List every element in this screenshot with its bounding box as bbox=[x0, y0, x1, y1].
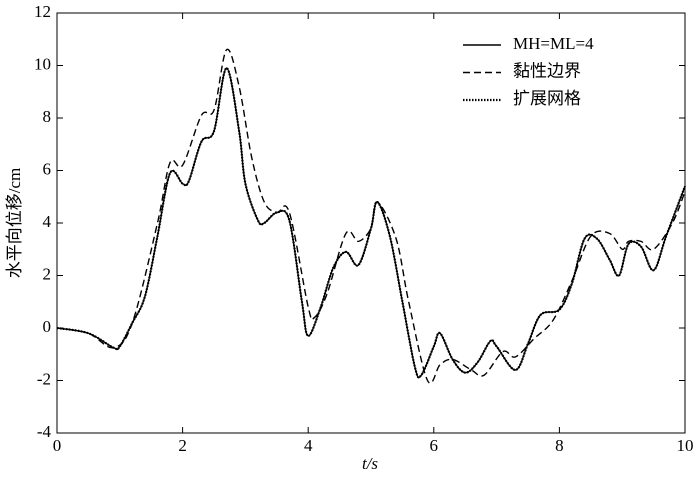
legend-label: 黏性边界 bbox=[513, 61, 581, 80]
x-tick-label: 8 bbox=[555, 436, 564, 455]
x-tick-label: 2 bbox=[178, 436, 187, 455]
y-axis-label: 水平向位移/cm bbox=[5, 168, 24, 279]
x-tick-label: 4 bbox=[304, 436, 313, 455]
y-tick-label: -2 bbox=[37, 369, 51, 388]
series-line bbox=[56, 67, 687, 379]
y-tick-label: 0 bbox=[43, 317, 52, 336]
y-tick-label: 8 bbox=[43, 107, 52, 126]
plot-frame bbox=[56, 12, 686, 434]
x-tick-label: 0 bbox=[53, 436, 62, 455]
legend-label: 扩展网格 bbox=[513, 89, 581, 108]
y-tick-label: 12 bbox=[34, 2, 51, 21]
x-axis-label: t/s bbox=[362, 454, 378, 473]
x-tick-label: 10 bbox=[677, 436, 694, 455]
y-tick-label: 4 bbox=[43, 212, 52, 231]
series-line bbox=[56, 48, 686, 384]
y-tick-label: 6 bbox=[43, 159, 52, 178]
legend-label: MH=ML=4 bbox=[513, 34, 594, 53]
series-line bbox=[56, 67, 686, 379]
y-tick-label: 2 bbox=[43, 264, 52, 283]
y-tick-label: -4 bbox=[37, 422, 52, 441]
x-tick-label: 6 bbox=[430, 436, 439, 455]
y-tick-label: 10 bbox=[34, 54, 51, 73]
